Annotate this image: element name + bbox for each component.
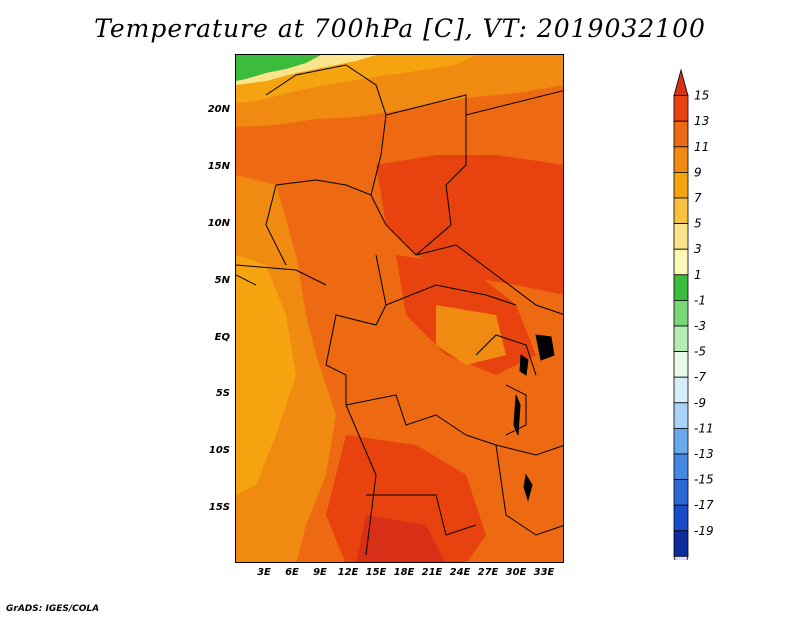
colorbar-label: 3 bbox=[694, 242, 702, 256]
country-borders bbox=[236, 64, 563, 556]
colorbar-label: -17 bbox=[694, 498, 714, 512]
colorbar-label: -19 bbox=[694, 524, 714, 538]
lat-label: 15N bbox=[207, 161, 230, 172]
colorbar-cell bbox=[673, 120, 689, 148]
temperature-warm-north-central bbox=[376, 155, 563, 295]
lakes bbox=[513, 334, 555, 502]
colorbar-cell bbox=[673, 146, 689, 173]
colorbar-label: 11 bbox=[694, 140, 709, 154]
lat-label: 10N bbox=[207, 218, 230, 229]
lat-label: 10S bbox=[208, 445, 230, 456]
colorbar-label: 1 bbox=[694, 268, 702, 282]
lon-label: 21E bbox=[421, 567, 443, 578]
lon-label: 12E bbox=[337, 567, 359, 578]
footer-credit: GrADS: IGES/COLA bbox=[6, 604, 100, 614]
colorbar-label: -7 bbox=[694, 370, 706, 384]
lon-label: 30E bbox=[505, 567, 527, 578]
colorbar-cell bbox=[673, 351, 689, 378]
lon-label: 15E bbox=[365, 567, 387, 578]
colorbar-label: -9 bbox=[694, 396, 706, 410]
colorbar-label: 9 bbox=[694, 165, 702, 179]
colorbar-cell bbox=[673, 325, 689, 353]
colorbar-cell bbox=[673, 197, 689, 225]
colorbar-label: -13 bbox=[694, 447, 714, 461]
temperature-map bbox=[235, 54, 564, 563]
colorbar-cells bbox=[673, 68, 689, 584]
colorbar-cell bbox=[673, 453, 689, 481]
lat-label: 20N bbox=[207, 104, 230, 115]
colorbar-cell bbox=[673, 479, 689, 506]
colorbar: 15 13 11 9 7 5 3 1 -1 -3 -5 -7 -9 -11 -13 -15 -17 -19 bbox=[660, 60, 800, 584]
colorbar-bottom-arrow bbox=[673, 556, 689, 584]
lon-label: 18E bbox=[393, 567, 415, 578]
lon-label: 6E bbox=[285, 567, 299, 578]
colorbar-label: 13 bbox=[694, 114, 709, 128]
lon-label: 24E bbox=[449, 567, 471, 578]
lon-label: 3E bbox=[257, 567, 271, 578]
temperature-band-west-light bbox=[236, 255, 296, 495]
colorbar-cell bbox=[673, 427, 689, 455]
colorbar-label: 5 bbox=[694, 217, 702, 231]
colorbar-cell bbox=[673, 376, 689, 404]
colorbar-cell bbox=[673, 530, 689, 557]
colorbar-label: -11 bbox=[694, 421, 714, 435]
colorbar-cell bbox=[673, 95, 689, 122]
temperature-cold-patch bbox=[236, 55, 321, 81]
lat-label: 5S bbox=[215, 388, 230, 399]
colorbar-cell bbox=[673, 402, 689, 429]
colorbar-cell bbox=[673, 504, 689, 532]
lat-label: EQ bbox=[214, 332, 230, 343]
colorbar-cell bbox=[673, 274, 689, 301]
colorbar-label: -15 bbox=[694, 473, 714, 487]
colorbar-cell bbox=[673, 299, 689, 327]
lon-label: 9E bbox=[313, 567, 327, 578]
colorbar-cell bbox=[673, 248, 689, 276]
map-svg bbox=[236, 55, 563, 562]
lon-label: 27E bbox=[477, 567, 499, 578]
colorbar-top-arrow bbox=[673, 68, 689, 96]
colorbar-labels: 15 13 11 9 7 5 3 1 -1 -3 -5 -7 -9 -11 -13 -15 -17 -19 bbox=[694, 89, 714, 538]
colorbar-label: 7 bbox=[694, 191, 702, 205]
lon-label: 33E bbox=[533, 567, 555, 578]
colorbar-cell bbox=[673, 172, 689, 199]
colorbar-label: -1 bbox=[694, 293, 706, 307]
temperature-cool-basin bbox=[436, 305, 506, 365]
colorbar-cell bbox=[673, 223, 689, 250]
colorbar-label: -5 bbox=[694, 345, 706, 359]
colorbar-label: 15 bbox=[694, 89, 709, 103]
lat-label: 15S bbox=[208, 502, 230, 513]
temperature-hot-south bbox=[356, 515, 445, 562]
colorbar-svg: 15 13 11 9 7 5 3 1 -1 -3 -5 -7 -9 -11 -13 -15 -17 -19 bbox=[673, 68, 714, 584]
colorbar-label: -3 bbox=[694, 319, 706, 333]
map-title: Temperature at 700hPa [C], VT: 201903210… bbox=[94, 14, 706, 43]
lat-label: 5N bbox=[214, 275, 230, 286]
